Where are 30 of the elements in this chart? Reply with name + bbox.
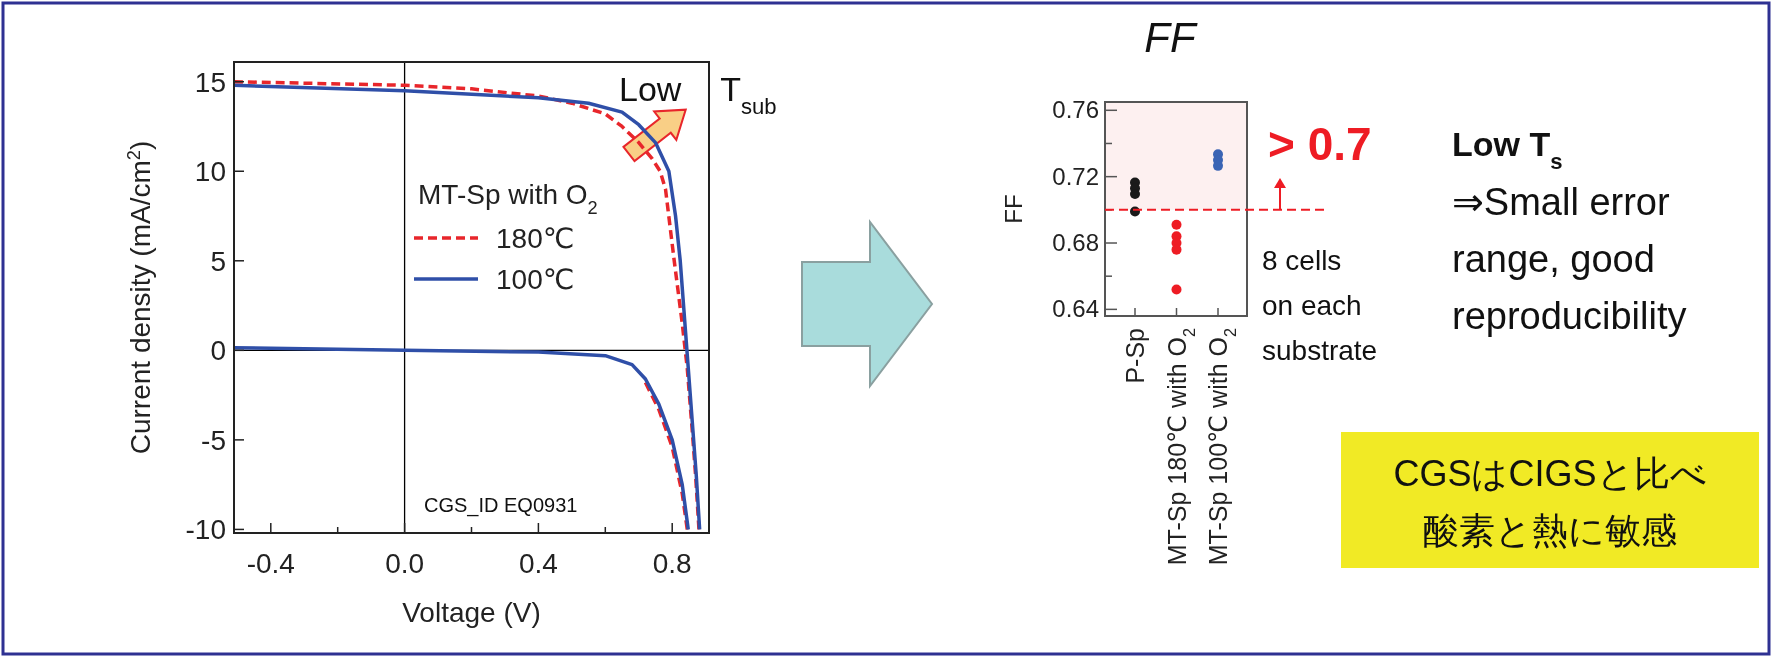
legend-label: 100℃ (496, 264, 575, 295)
y-tick-label: 0.72 (1052, 162, 1099, 190)
y-tick-label: -5 (201, 424, 226, 456)
x-tick-label: 0.4 (518, 548, 558, 579)
text: Low T$_{s}$ (1452, 125, 1563, 174)
x-axis-title: Voltage (V) (402, 597, 541, 628)
x-tick-label: P-Sp (1121, 328, 1149, 384)
text: ⇒Small error range, good reproducibility (1452, 181, 1687, 337)
legend-title: MT-Sp with O$_{2}$ (418, 179, 598, 218)
legend-label: 180℃ (496, 223, 575, 254)
annotation: CGS_ID EQ0931 (424, 494, 578, 517)
text: 8 cells on each substrate (1262, 245, 1378, 366)
y-tick-label: 0.64 (1052, 295, 1099, 323)
y-tick-label: 15 (194, 66, 226, 98)
y-tick-label: 10 (194, 156, 226, 188)
x-tick-label: 0.8 (652, 548, 692, 579)
x-tick-label: -0.4 (246, 548, 295, 579)
ref-line-label: > 0.7 (1268, 118, 1372, 170)
y-axis-title: FF (1000, 194, 1027, 224)
text: CGSはCIGSと比べ (1393, 453, 1707, 494)
y-tick-label: 0 (210, 335, 226, 367)
y-tick-label: -10 (185, 514, 226, 546)
y-tick-label: 5 (210, 245, 226, 277)
line-series (234, 345, 691, 532)
y-tick-label: 0.68 (1052, 229, 1099, 257)
text: 酸素と熱に敏感 (1423, 510, 1677, 551)
y-tick-label: 0.76 (1052, 96, 1099, 124)
annotation: Low T$_{sub}$ (619, 70, 777, 119)
chart-title: FF (1144, 14, 1198, 61)
x-tick-label: 0.0 (385, 548, 425, 579)
